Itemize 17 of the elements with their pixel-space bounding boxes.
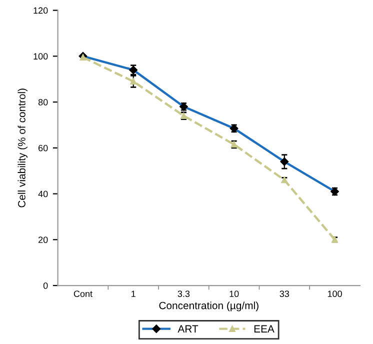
y-tick-label: 100 bbox=[34, 53, 48, 60]
x-tick-label: 100 bbox=[328, 290, 342, 298]
x-axis-title: Concentration (µg/ml) bbox=[159, 302, 258, 312]
x-tick-label: 33 bbox=[280, 290, 290, 298]
y-tick-label: 20 bbox=[38, 236, 48, 244]
y-tick-label: 40 bbox=[38, 190, 48, 198]
legend-label: ART bbox=[178, 325, 198, 332]
y-tick-label: 0 bbox=[43, 282, 48, 289]
legend-label: EEA bbox=[254, 325, 274, 332]
x-tick-label: Cont bbox=[74, 290, 92, 298]
x-tick-label: 10 bbox=[230, 290, 239, 298]
y-tick-label: 120 bbox=[34, 7, 48, 14]
x-tick-label: 1 bbox=[132, 290, 136, 297]
y-tick-label: 80 bbox=[38, 99, 48, 106]
x-tick-label: 3.3 bbox=[178, 290, 190, 298]
y-axis-title: Cell viability (% of control) bbox=[18, 88, 28, 208]
y-tick-label: 60 bbox=[38, 144, 48, 152]
